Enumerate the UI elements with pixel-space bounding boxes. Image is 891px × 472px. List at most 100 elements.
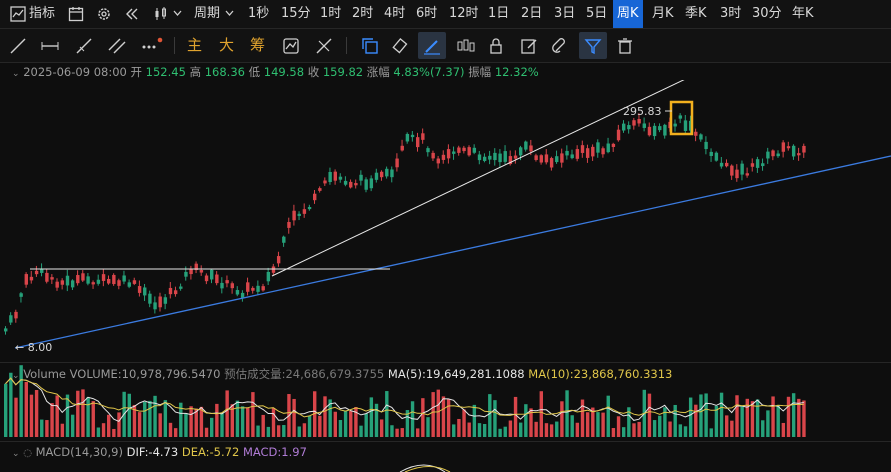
calendar-icon[interactable] bbox=[68, 6, 84, 22]
magnet-tool[interactable] bbox=[547, 32, 575, 59]
interval-tab[interactable]: 12时 bbox=[449, 6, 479, 21]
volume-bar bbox=[343, 410, 348, 437]
candle bbox=[678, 115, 683, 119]
chevron-down-icon[interactable]: ⌄ bbox=[12, 371, 20, 381]
main-force-button[interactable]: 主 bbox=[187, 36, 203, 54]
volume-bar bbox=[508, 420, 513, 437]
candle bbox=[482, 156, 487, 161]
interval-tab[interactable]: 3日 bbox=[554, 6, 576, 21]
interval-tab[interactable]: 1秒 bbox=[248, 6, 270, 21]
pen-tool[interactable] bbox=[418, 32, 446, 59]
price-chart[interactable]: 295.83 ← 8.00 bbox=[0, 80, 891, 472]
interval-tab[interactable]: 2日 bbox=[521, 6, 543, 21]
settings-icon[interactable] bbox=[96, 6, 112, 22]
chevron-down-icon[interactable] bbox=[173, 10, 189, 26]
candle bbox=[673, 123, 677, 127]
volume-bar bbox=[148, 400, 152, 437]
candle bbox=[642, 123, 646, 128]
interval-tab[interactable]: 周K bbox=[613, 0, 643, 28]
indicator-icon[interactable] bbox=[10, 6, 26, 22]
candle bbox=[101, 274, 106, 281]
indicator-button[interactable]: 指标 bbox=[29, 6, 56, 21]
large-order-button[interactable]: 大 bbox=[219, 36, 235, 54]
copy-tool[interactable] bbox=[356, 32, 384, 59]
interval-tab[interactable]: 5日 bbox=[586, 6, 608, 21]
measure-tool[interactable] bbox=[310, 32, 338, 59]
volume-bar bbox=[786, 396, 791, 437]
chevron-down-icon[interactable] bbox=[225, 10, 241, 26]
interval-tab[interactable]: 15分 bbox=[281, 6, 311, 21]
volume-bar bbox=[65, 394, 70, 437]
eraser-tool[interactable] bbox=[387, 32, 415, 59]
pattern-tool[interactable] bbox=[277, 32, 305, 59]
candle bbox=[426, 148, 430, 153]
volume-bar bbox=[781, 422, 786, 437]
interval-tab[interactable]: 1日 bbox=[488, 6, 510, 21]
interval-tab[interactable]: 月K bbox=[652, 6, 674, 21]
highlight-box[interactable] bbox=[669, 100, 694, 136]
parallel-channel-tool[interactable] bbox=[103, 32, 131, 59]
candle bbox=[225, 280, 229, 284]
interval-tab[interactable]: 3时 bbox=[720, 6, 742, 21]
volume-bar bbox=[199, 406, 204, 437]
trend-line-tool[interactable] bbox=[4, 32, 32, 59]
open-value: 152.45 bbox=[145, 65, 186, 79]
macd-value: MACD:1.97 bbox=[242, 445, 307, 459]
interval-tab[interactable]: 4时 bbox=[384, 6, 406, 21]
bell-icon[interactable]: ◌ bbox=[23, 448, 32, 459]
candle bbox=[318, 188, 322, 191]
lock-tool[interactable] bbox=[482, 32, 510, 59]
candle bbox=[204, 275, 209, 282]
delete-tool[interactable] bbox=[611, 32, 639, 59]
interval-tab[interactable]: 30分 bbox=[752, 6, 782, 21]
interval-tab[interactable]: 季K bbox=[685, 6, 707, 21]
chevron-down-icon[interactable]: ⌄ bbox=[12, 449, 20, 459]
more-tools-button[interactable] bbox=[136, 32, 164, 59]
candle bbox=[611, 143, 616, 147]
volume-bar bbox=[555, 421, 559, 437]
candle bbox=[19, 293, 23, 297]
interval-tab[interactable]: 1时 bbox=[320, 6, 342, 21]
candle-style-tool[interactable] bbox=[451, 32, 479, 59]
candle bbox=[220, 282, 224, 289]
volume-bar bbox=[189, 406, 193, 437]
volume-layer bbox=[4, 365, 806, 437]
interval-tab[interactable]: 2时 bbox=[352, 6, 374, 21]
candle-type-icon[interactable] bbox=[153, 6, 169, 22]
candle bbox=[276, 256, 281, 264]
volume-bar bbox=[488, 394, 492, 437]
chip-distribution-button[interactable]: 筹 bbox=[250, 36, 266, 54]
close-value: 159.82 bbox=[322, 65, 364, 79]
toolbar-divider bbox=[346, 37, 347, 54]
candle bbox=[498, 153, 502, 163]
volume-bar bbox=[725, 415, 729, 437]
volume-bar bbox=[328, 399, 332, 437]
blue-trend-line[interactable] bbox=[14, 155, 891, 349]
change-value: 4.83%(7.37) bbox=[393, 65, 465, 79]
interval-tab[interactable]: 年K bbox=[792, 6, 814, 21]
volume-bar bbox=[163, 400, 168, 437]
candle bbox=[704, 141, 708, 150]
chevron-down-icon[interactable]: ⌄ bbox=[12, 69, 20, 79]
candlestick-icon bbox=[457, 39, 475, 52]
horizontal-line-tool[interactable] bbox=[36, 32, 64, 59]
period-dropdown[interactable]: 周期 bbox=[194, 6, 221, 21]
volume-bar bbox=[313, 391, 317, 437]
rewind-icon[interactable] bbox=[124, 6, 140, 22]
ray-tool[interactable] bbox=[70, 32, 98, 59]
candle bbox=[652, 125, 657, 137]
volume-bar bbox=[14, 397, 18, 437]
candle bbox=[369, 178, 374, 189]
edit-tool[interactable] bbox=[515, 32, 543, 59]
estimated-volume: 预估成交量:24,686,679.3755 bbox=[224, 367, 385, 381]
change-label: 涨幅 bbox=[366, 65, 390, 79]
filter-tool[interactable] bbox=[579, 32, 607, 59]
candle bbox=[606, 143, 610, 153]
volume-bar bbox=[19, 365, 23, 437]
interval-tab[interactable]: 6时 bbox=[416, 6, 438, 21]
candle bbox=[235, 290, 240, 295]
candle bbox=[282, 236, 286, 243]
upper-trend-line[interactable] bbox=[271, 80, 717, 277]
candle bbox=[127, 282, 131, 287]
volume-bar bbox=[663, 407, 667, 437]
